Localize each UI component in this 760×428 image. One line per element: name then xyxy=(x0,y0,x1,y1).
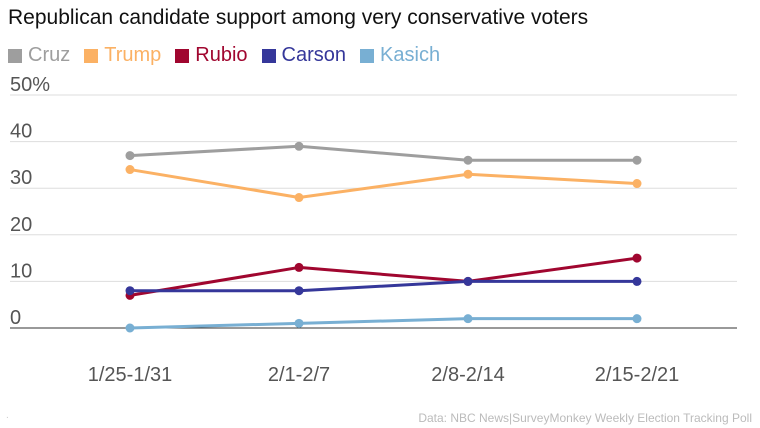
legend-label-trump: Trump xyxy=(104,44,162,66)
x-tick-label: 2/15-2/21 xyxy=(595,364,680,386)
chart-title: Republican candidate support among very … xyxy=(8,6,589,29)
data-point-carson xyxy=(463,276,473,286)
y-tick-label: 10 xyxy=(10,260,32,282)
data-point-kasich xyxy=(125,323,135,333)
data-point-carson xyxy=(294,286,304,296)
data-point-kasich xyxy=(294,318,304,328)
data-point-rubio xyxy=(632,253,642,263)
legend-swatch-trump xyxy=(84,48,99,63)
source-note: Data: NBC News|SurveyMonkey Weekly Elect… xyxy=(418,411,752,425)
x-tick-label: 1/25-1/31 xyxy=(88,364,173,386)
data-point-rubio xyxy=(294,262,304,272)
legend-label-kasich: Kasich xyxy=(380,44,441,66)
y-tick-label: 50% xyxy=(10,74,50,96)
data-point-carson xyxy=(125,286,135,296)
data-point-trump xyxy=(632,179,642,189)
legend-item-kasich[interactable]: Kasich xyxy=(360,44,440,67)
legend-item-carson[interactable]: Carson xyxy=(261,44,347,67)
series-line-cruz xyxy=(128,144,639,162)
data-point-cruz xyxy=(294,141,304,151)
legend-swatch-carson xyxy=(261,48,276,63)
legend-swatch-cruz xyxy=(8,48,22,63)
y-tick-label: 0 xyxy=(10,307,21,329)
data-point-kasich xyxy=(463,314,473,324)
legend-label-carson: Carson xyxy=(281,44,347,66)
data-point-trump xyxy=(125,165,135,175)
y-tick-label: 40 xyxy=(10,121,32,143)
series-line-rubio xyxy=(128,256,639,297)
legend-item-cruz[interactable]: Cruz xyxy=(8,44,70,67)
data-point-kasich xyxy=(632,314,642,324)
y-tick-label: 20 xyxy=(10,214,32,236)
legend-label-cruz: Cruz xyxy=(28,44,71,66)
series-line-trump xyxy=(128,168,639,200)
corner-mark: . xyxy=(6,410,9,421)
legend-label-rubio: Rubio xyxy=(195,44,248,66)
legend-swatch-rubio xyxy=(175,48,190,63)
legend-item-rubio[interactable]: Rubio xyxy=(175,44,248,67)
series-line-kasich xyxy=(128,317,639,330)
data-point-trump xyxy=(294,193,304,203)
x-tick-label: 2/8-2/14 xyxy=(431,364,504,386)
data-point-trump xyxy=(463,169,473,179)
x-tick-label: 2/1-2/7 xyxy=(268,364,330,386)
legend-item-trump[interactable]: Trump xyxy=(84,44,161,67)
chart-legend: Cruz Trump Rubio Carson Kasich xyxy=(8,44,454,67)
data-point-cruz xyxy=(632,155,642,165)
legend-swatch-kasich xyxy=(360,48,375,63)
series-line-carson xyxy=(128,279,639,293)
data-point-cruz xyxy=(463,155,473,165)
data-point-carson xyxy=(632,276,642,286)
data-point-cruz xyxy=(125,151,135,161)
y-tick-label: 30 xyxy=(10,167,32,189)
